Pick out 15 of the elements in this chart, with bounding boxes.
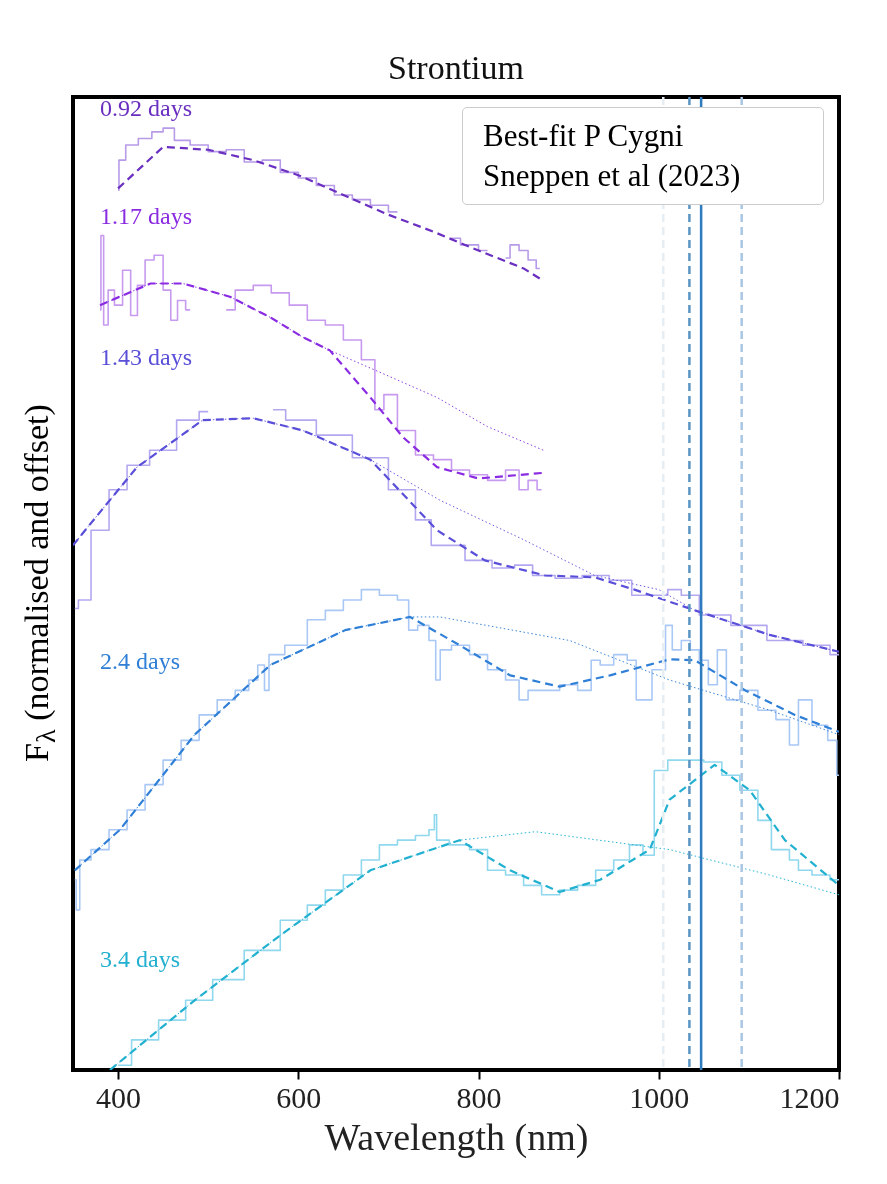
text: 1.43 days (100, 344, 192, 370)
x-tick-label: 1200 (779, 1080, 840, 1114)
note-box: Best-fit P Cygni Sneppen et al (2023) (462, 107, 824, 205)
annotation: Best-fit P Cygni (483, 117, 685, 155)
series-label: 0.92 days (100, 95, 192, 121)
text: 2.4 days (100, 648, 180, 674)
x-axis-title: Wavelength (nm) (324, 1115, 589, 1159)
text: 1.17 days (100, 203, 192, 229)
x-tick-label: 400 (96, 1080, 142, 1114)
x-tick-label: 600 (276, 1080, 322, 1114)
series-label: 3.4 days (100, 946, 180, 972)
x-tick-label: 800 (456, 1080, 502, 1114)
x-tick-label: 1000 (629, 1080, 690, 1114)
annotation: Sneppen et al (2023) (483, 157, 742, 195)
chart-title: Strontium (387, 48, 525, 86)
